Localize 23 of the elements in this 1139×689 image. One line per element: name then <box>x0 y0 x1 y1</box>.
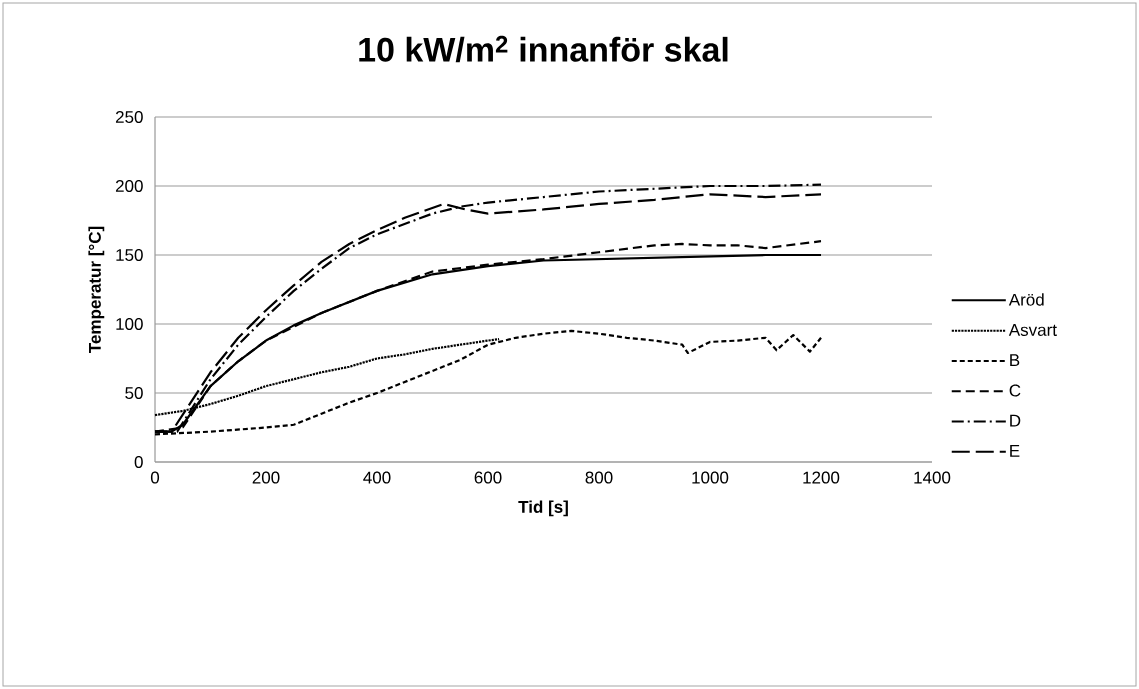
x-tick-label: 1000 <box>692 471 729 484</box>
x-tick-label: 600 <box>474 471 502 484</box>
x-tick-label: 200 <box>252 471 280 484</box>
legend-label: Aröd <box>1008 293 1044 306</box>
legend-label: B <box>1010 354 1020 366</box>
x-tick-label: 800 <box>585 471 613 484</box>
y-tick-label: 250 <box>115 110 143 124</box>
y-tick-label: 200 <box>115 179 143 193</box>
x-tick-label: 1400 <box>914 471 951 484</box>
legend-label: C <box>1009 384 1021 397</box>
chart-title: 10 kW/m$^{2}$ innanför skal <box>359 35 728 63</box>
y-axis-title: Temperatur [°C] <box>88 226 105 353</box>
x-tick-label: 1200 <box>803 471 840 484</box>
legend-label: Asvart <box>1008 324 1057 336</box>
x-tick-label: 0 <box>150 471 160 484</box>
y-tick-label: 150 <box>116 248 143 262</box>
x-axis-title: Tid [s] <box>518 500 568 517</box>
x-tick-label: 400 <box>363 471 391 484</box>
y-tick-label: 100 <box>116 317 143 331</box>
legend-label: E <box>1010 445 1020 457</box>
y-tick-label: 50 <box>125 386 143 400</box>
legend-label: D <box>1010 414 1021 427</box>
y-tick-label: 0 <box>134 455 143 469</box>
